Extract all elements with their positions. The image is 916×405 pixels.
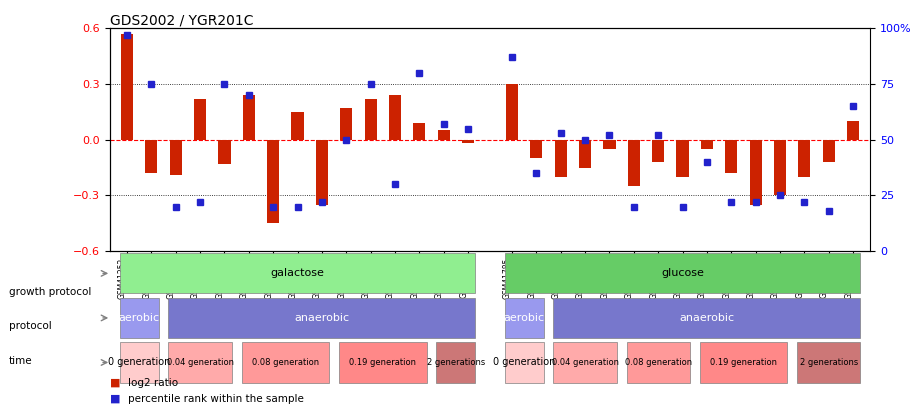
Bar [799,140,811,177]
Bar [218,140,231,164]
Text: percentile rank within the sample: percentile rank within the sample [128,394,304,404]
Bar [316,140,328,205]
Bar [847,121,859,140]
Bar [627,140,640,186]
Text: 0 generation: 0 generation [493,358,555,367]
FancyBboxPatch shape [505,254,860,293]
Bar [725,140,737,173]
Bar [438,130,450,140]
Bar [340,108,353,140]
Text: log2 ratio: log2 ratio [128,378,179,388]
Text: ■: ■ [110,394,120,404]
Bar [677,140,689,177]
FancyBboxPatch shape [505,342,544,382]
Bar [169,140,181,175]
FancyBboxPatch shape [169,298,475,338]
Text: 0.04 generation: 0.04 generation [551,358,618,367]
Text: GDS2002 / YGR201C: GDS2002 / YGR201C [110,13,254,27]
Bar [243,95,255,140]
FancyBboxPatch shape [120,254,475,293]
FancyBboxPatch shape [553,342,616,382]
Bar [530,140,542,158]
Text: time: time [9,356,33,366]
FancyBboxPatch shape [627,342,690,382]
Text: 2 generations: 2 generations [427,358,485,367]
Bar [121,34,133,140]
Bar [389,95,401,140]
Text: 0.08 generation: 0.08 generation [252,358,319,367]
FancyBboxPatch shape [169,342,232,382]
Text: ■: ■ [110,378,120,388]
Bar [506,84,518,140]
Text: anaerobic: anaerobic [680,313,735,323]
Text: aerobic: aerobic [504,313,545,323]
Text: 2 generations: 2 generations [800,358,858,367]
Bar [267,140,279,223]
Text: 0 generation: 0 generation [108,358,170,367]
FancyBboxPatch shape [505,298,544,338]
Text: growth protocol: growth protocol [9,287,92,296]
FancyBboxPatch shape [242,342,329,382]
Bar [604,140,616,149]
Bar [365,99,376,140]
Bar [579,140,591,168]
Text: galactose: galactose [270,269,324,278]
FancyBboxPatch shape [120,298,158,338]
FancyBboxPatch shape [339,342,427,382]
Bar [291,112,303,140]
Bar [413,123,426,140]
Text: aerobic: aerobic [118,313,159,323]
Bar [462,140,474,143]
Bar [774,140,786,195]
Text: 0.08 generation: 0.08 generation [625,358,692,367]
Bar [554,140,567,177]
FancyBboxPatch shape [797,342,860,382]
Text: 0.04 generation: 0.04 generation [167,358,234,367]
FancyBboxPatch shape [120,342,158,382]
Bar [701,140,713,149]
Bar [652,140,664,162]
Bar [146,140,158,173]
Bar [823,140,834,162]
FancyBboxPatch shape [553,298,860,338]
Text: anaerobic: anaerobic [294,313,350,323]
Text: glucose: glucose [661,269,704,278]
Text: protocol: protocol [9,321,52,331]
FancyBboxPatch shape [436,342,475,382]
FancyBboxPatch shape [700,342,788,382]
Text: 0.19 generation: 0.19 generation [710,358,777,367]
Bar [749,140,762,205]
Bar [194,99,206,140]
Text: 0.19 generation: 0.19 generation [349,358,417,367]
